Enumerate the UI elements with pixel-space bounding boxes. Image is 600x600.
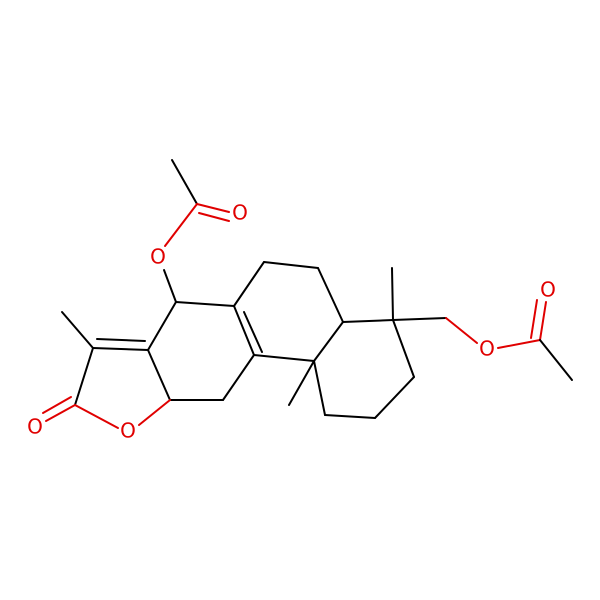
atom-label: O bbox=[232, 201, 248, 225]
atom-label: O bbox=[27, 415, 43, 439]
atom-label: O bbox=[540, 278, 556, 302]
atom-label: O bbox=[150, 245, 166, 269]
atom-label: O bbox=[120, 419, 136, 443]
atom-labels: O O O O O O bbox=[27, 201, 556, 443]
bonds bbox=[42, 159, 573, 429]
atom-label: O bbox=[479, 337, 495, 361]
